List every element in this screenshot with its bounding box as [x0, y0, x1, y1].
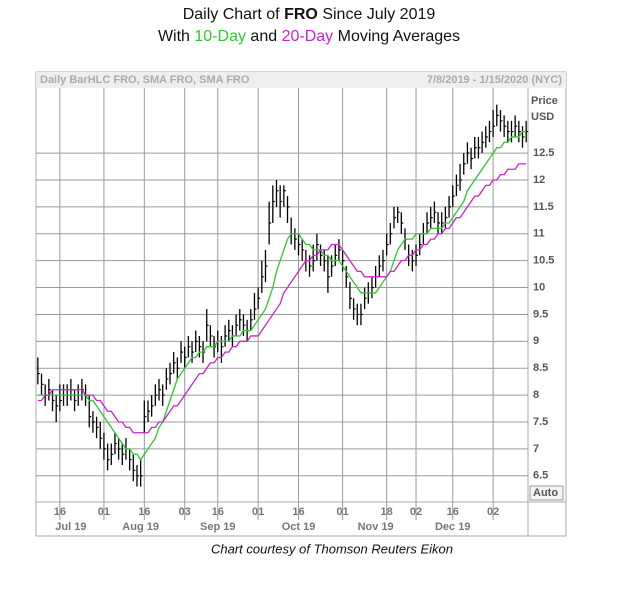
y-tick-label: 10.5 — [533, 255, 554, 267]
subtitle: With 10-Day and 20-Day Moving Averages — [0, 28, 618, 46]
y-tick-label: 8 — [533, 389, 539, 401]
y-tick-label: 9 — [533, 335, 539, 347]
x-tick-label: 16 — [447, 506, 459, 518]
y-tick-label: 8.5 — [533, 362, 548, 374]
y-unit-top: Price — [531, 95, 558, 107]
x-tick-label: 16 — [54, 506, 66, 518]
x-tick-label: 18 — [381, 506, 393, 518]
title-text: Daily Chart of — [182, 6, 280, 23]
moving-average-line — [37, 130, 527, 461]
month-label: Sep 19 — [200, 521, 235, 533]
y-tick-label: 7 — [533, 443, 539, 455]
series-name: 10-Day — [194, 28, 246, 45]
x-tick-label: 02 — [487, 506, 499, 518]
header-right: 7/8/2019 - 1/15/2020 (NYC) — [427, 74, 562, 86]
x-tick-label: 16 — [212, 506, 224, 518]
header-left: Daily BarHLC FRO, SMA FRO, SMA FRO — [40, 74, 250, 86]
moving-average-line — [37, 163, 527, 434]
y-tick-label: 10 — [533, 281, 545, 293]
auto-button[interactable] — [529, 485, 564, 501]
month-label: Oct 19 — [282, 521, 316, 533]
header-strip — [36, 72, 566, 88]
y-tick-label: 6.5 — [533, 470, 548, 482]
month-label: Nov 19 — [358, 521, 394, 533]
title-ticker: FRO — [284, 6, 318, 23]
subtitle-text: With — [157, 28, 190, 45]
y-tick-label: 11 — [533, 228, 545, 240]
chart-frame — [35, 71, 567, 537]
y-tick-label: 7.5 — [533, 416, 548, 428]
subtitle-text: Moving Averages — [337, 28, 461, 45]
y-tick-label: 12.5 — [533, 147, 554, 159]
title-text: Since July 2019 — [322, 6, 436, 23]
series-name: 20-Day — [281, 28, 334, 45]
x-tick-label: 01 — [336, 506, 348, 518]
month-label: Dec 19 — [435, 521, 470, 533]
x-tick-label: 16 — [138, 506, 150, 518]
month-label: Aug 19 — [122, 521, 159, 533]
auto-label[interactable]: Auto — [533, 487, 558, 499]
y-tick-label: 11.5 — [533, 201, 554, 213]
x-tick-label: 03 — [179, 506, 191, 518]
y-tick-label: 9.5 — [533, 308, 548, 320]
caption: Chart courtesy of Thomson Reuters Eikon — [211, 541, 453, 556]
month-label: Jul 19 — [55, 521, 86, 533]
y-unit: USD — [531, 111, 554, 123]
x-tick-label: 01 — [98, 506, 110, 518]
x-tick-label: 16 — [292, 506, 304, 518]
x-tick-label: 02 — [410, 506, 422, 518]
title: Daily Chart of FRO Since July 2019 — [0, 6, 618, 24]
subtitle-text: and — [250, 28, 278, 45]
y-tick-label: 12 — [533, 174, 545, 186]
x-tick-label: 01 — [252, 506, 264, 518]
